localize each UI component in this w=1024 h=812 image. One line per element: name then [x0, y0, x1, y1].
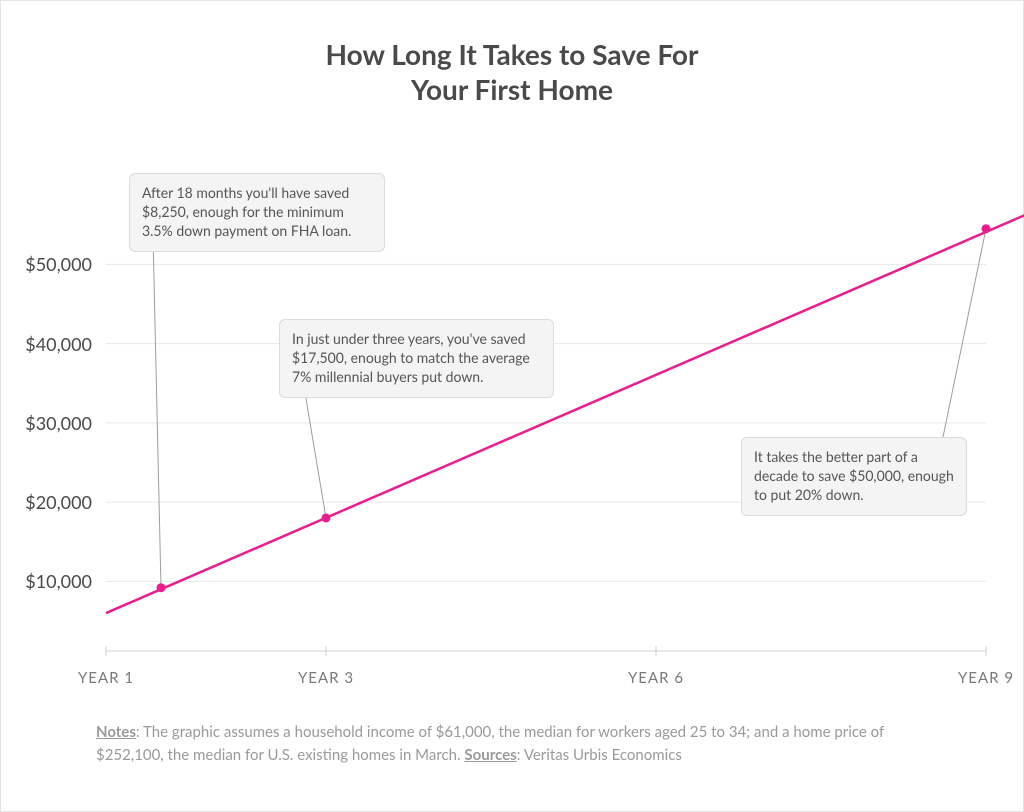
x-tick-label: YEAR 6 — [628, 669, 684, 687]
footer-notes: Notes: The graphic assumes a household i… — [96, 721, 936, 766]
annotation-leader — [153, 235, 161, 588]
y-tick-label: $50,000 — [25, 253, 92, 275]
annotation-box: After 18 months you'll have saved $8,250… — [129, 173, 385, 252]
x-tick-label: YEAR 1 — [78, 669, 134, 687]
y-tick-label: $40,000 — [25, 333, 92, 355]
chart-page: How Long It Takes to Save For Your First… — [0, 0, 1024, 812]
annotation-box: In just under three years, you've saved … — [279, 319, 554, 398]
y-tick-label: $20,000 — [25, 491, 92, 513]
chart-title: How Long It Takes to Save For Your First… — [1, 37, 1023, 107]
annotation-leader — [303, 381, 326, 518]
annotation-leader — [943, 229, 986, 437]
y-tick-label: $30,000 — [25, 412, 92, 434]
title-line2: Your First Home — [411, 72, 613, 106]
data-marker — [982, 224, 991, 233]
data-marker — [157, 583, 166, 592]
y-tick-label: $10,000 — [25, 570, 92, 592]
annotation-box: It takes the better part of a decade to … — [741, 437, 967, 516]
sources-label: Sources — [464, 746, 516, 764]
notes-label: Notes — [96, 723, 136, 741]
x-tick-label: YEAR 3 — [298, 669, 354, 687]
sources-text: : Veritas Urbis Economics — [517, 746, 682, 764]
title-line1: How Long It Takes to Save For — [326, 37, 699, 71]
series-line — [106, 213, 1024, 613]
chart-plot — [106, 201, 986, 621]
data-marker — [322, 513, 331, 522]
x-tick-label: YEAR 9 — [958, 669, 1014, 687]
chart-svg — [106, 201, 986, 621]
